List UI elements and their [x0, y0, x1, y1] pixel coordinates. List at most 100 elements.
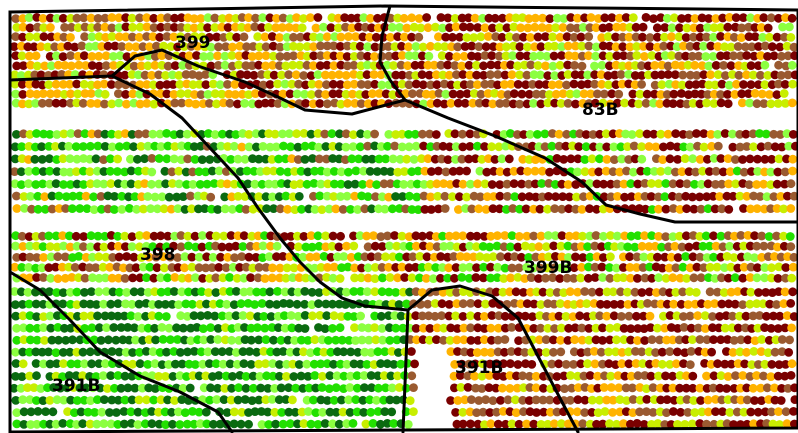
yield-dot	[43, 383, 52, 393]
yield-dot	[458, 129, 467, 139]
yield-dot	[59, 395, 69, 405]
yield-dot	[770, 347, 780, 357]
yield-dot	[46, 89, 55, 99]
yield-dot	[415, 273, 424, 283]
yield-dot	[310, 263, 320, 273]
yield-dot	[683, 13, 693, 23]
yield-dot	[66, 323, 76, 333]
yield-dot	[466, 348, 476, 357]
yield-dot	[448, 89, 458, 99]
yield-dot	[60, 323, 69, 333]
yield-dot	[633, 371, 643, 381]
yield-dot	[758, 32, 768, 42]
yield-dot	[52, 130, 62, 139]
yield-dot	[511, 13, 521, 23]
yield-dot	[479, 273, 488, 283]
yield-dot	[762, 192, 772, 202]
yield-dot	[387, 22, 397, 32]
yield-dot	[315, 311, 325, 320]
yield-dot	[74, 252, 84, 261]
yield-dot	[517, 252, 526, 262]
yield-dot	[45, 311, 55, 321]
yield-dot	[52, 167, 62, 176]
yield-dot	[224, 13, 234, 23]
yield-dot	[405, 241, 415, 251]
yield-dot	[175, 80, 185, 89]
yield-dot	[114, 98, 124, 108]
yield-dot	[754, 80, 763, 89]
yield-dot	[307, 79, 317, 89]
yield-dot	[71, 142, 81, 152]
yield-dot	[600, 371, 609, 381]
yield-dot	[32, 253, 42, 262]
yield-dot	[128, 359, 138, 369]
yield-dot	[450, 383, 459, 393]
yield-dot	[556, 347, 566, 357]
yield-dot	[363, 130, 372, 139]
yield-dot	[455, 192, 464, 202]
yield-dot	[134, 129, 144, 139]
yield-dot	[747, 360, 757, 369]
yield-dot	[367, 383, 376, 393]
yield-dot	[213, 324, 223, 333]
yield-dot	[282, 51, 292, 61]
yield-dot	[453, 98, 463, 108]
boundary-391b-east	[406, 284, 580, 433]
yield-dot	[86, 179, 95, 189]
yield-dot	[440, 204, 450, 213]
yield-dot	[339, 252, 349, 261]
field-boundary	[8, 4, 798, 433]
yield-dot	[485, 359, 495, 369]
yield-dot	[387, 407, 397, 417]
yield-dot	[708, 323, 717, 333]
yield-dot	[668, 335, 678, 345]
yield-dot	[653, 419, 663, 428]
yield-dot	[135, 231, 144, 240]
yield-dot	[673, 420, 682, 429]
yield-dot	[497, 154, 507, 164]
yield-dot	[11, 359, 21, 368]
yield-dot	[524, 253, 533, 262]
yield-dot	[372, 395, 381, 405]
yield-dot	[756, 23, 766, 32]
yield-dot	[216, 179, 226, 189]
yield-dot	[276, 383, 286, 393]
yield-dot	[538, 13, 547, 23]
yield-dot	[357, 323, 367, 332]
yield-dot	[733, 359, 743, 368]
yield-dot	[321, 90, 330, 99]
yield-dot	[486, 70, 495, 80]
yield-dot	[430, 311, 440, 321]
yield-dot	[459, 80, 469, 90]
yield-dot	[633, 336, 642, 345]
yield-dot	[520, 274, 530, 283]
yield-dot	[389, 61, 398, 70]
yield-dot	[643, 299, 652, 308]
yield-dot	[590, 61, 599, 71]
yield-dot	[88, 252, 97, 262]
yield-dot	[252, 287, 262, 297]
yield-dot	[253, 323, 262, 332]
yield-dot	[667, 23, 677, 33]
yield-dot	[425, 129, 434, 139]
yield-dot	[189, 23, 199, 33]
yield-dot	[617, 312, 626, 321]
yield-dot	[195, 180, 205, 189]
yield-dot	[296, 371, 306, 381]
yield-dot	[486, 419, 496, 429]
yield-dot	[234, 383, 244, 393]
yield-dot	[295, 42, 305, 52]
yield-dot	[184, 98, 194, 108]
yield-dot	[270, 384, 279, 393]
yield-dot	[569, 32, 579, 42]
yield-dot	[299, 347, 308, 357]
yield-dot	[690, 14, 700, 23]
yield-dot	[63, 407, 72, 416]
yield-dot	[144, 252, 154, 262]
yield-dot	[348, 89, 357, 99]
yield-dot	[488, 396, 498, 405]
yield-dot	[725, 408, 735, 417]
yield-dot	[624, 155, 634, 164]
yield-dot	[224, 242, 234, 252]
yield-dot	[328, 324, 337, 333]
